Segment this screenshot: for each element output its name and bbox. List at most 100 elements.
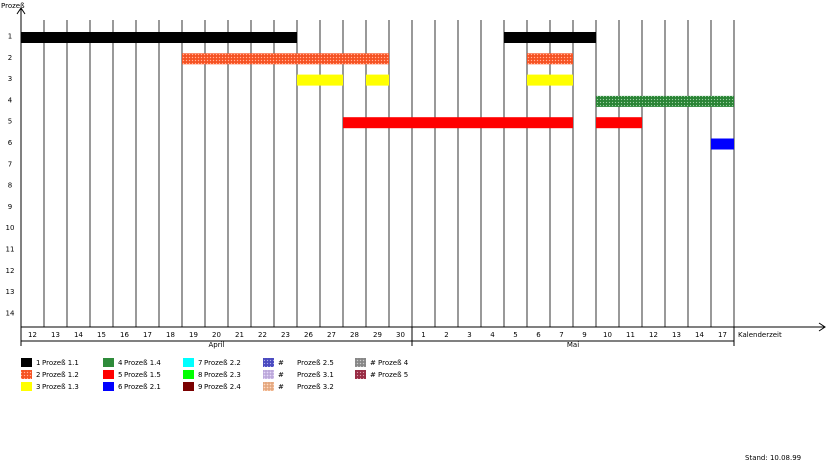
day-tick-label: 6 bbox=[536, 331, 541, 339]
legend-label: Prozeß 4 bbox=[378, 359, 409, 367]
day-tick-label: 26 bbox=[304, 331, 313, 339]
x-axis-label: Kalenderzeit bbox=[738, 331, 782, 339]
legend-label: Prozeß 1.4 bbox=[124, 359, 161, 367]
row-label: 13 bbox=[6, 288, 15, 296]
legend-number: # bbox=[278, 371, 284, 379]
row-label: 3 bbox=[8, 75, 12, 83]
legend-swatch bbox=[21, 370, 32, 379]
legend-label: Prozeß 2.5 bbox=[297, 359, 334, 367]
gantt-bar bbox=[297, 74, 343, 86]
y-axis-arrow bbox=[16, 7, 26, 15]
legend-number: 4 bbox=[118, 359, 123, 367]
gantt-bar bbox=[711, 138, 734, 150]
row-label: 5 bbox=[8, 118, 12, 126]
day-tick-label: 28 bbox=[350, 331, 359, 339]
day-tick-label: 16 bbox=[120, 331, 129, 339]
legend-label: Prozeß 3.1 bbox=[297, 371, 334, 379]
day-tick-label: 11 bbox=[626, 331, 635, 339]
day-tick-label: 19 bbox=[189, 331, 198, 339]
row-label: 14 bbox=[6, 309, 15, 317]
day-tick-label: 3 bbox=[467, 331, 471, 339]
legend-label: Prozeß 5 bbox=[378, 371, 408, 379]
day-tick-label: 12 bbox=[28, 331, 37, 339]
legend-swatch bbox=[183, 382, 194, 391]
legend-number: 7 bbox=[198, 359, 202, 367]
gantt-bar bbox=[21, 32, 297, 43]
gantt-bar bbox=[504, 32, 596, 43]
legend-number: # bbox=[370, 371, 376, 379]
legend-number: 6 bbox=[118, 383, 123, 391]
day-tick-label: 1 bbox=[421, 331, 425, 339]
gantt-bar bbox=[343, 117, 573, 129]
bar-layer bbox=[21, 32, 734, 150]
day-tick-label: 12 bbox=[649, 331, 658, 339]
day-tick-label: 29 bbox=[373, 331, 382, 339]
day-tick-label: 13 bbox=[51, 331, 60, 339]
legend-number: 2 bbox=[36, 371, 40, 379]
row-label: 9 bbox=[8, 203, 12, 211]
day-tick-label: 5 bbox=[513, 331, 517, 339]
legend-label: Prozeß 1.5 bbox=[124, 371, 161, 379]
legend-label: Prozeß 2.3 bbox=[204, 371, 241, 379]
stand-date: Stand: 10.08.99 bbox=[745, 454, 801, 462]
legend-layer: 1 Prozeß 1.12 Prozeß 1.23 Prozeß 1.34 Prozeß… bbox=[21, 358, 409, 391]
legend-swatch bbox=[103, 358, 114, 367]
row-label: 7 bbox=[8, 160, 12, 168]
row-label: 1 bbox=[8, 33, 12, 41]
day-tick-label: 2 bbox=[444, 331, 448, 339]
day-tick-label: 17 bbox=[718, 331, 727, 339]
legend-number: # bbox=[370, 359, 376, 367]
row-label: 4 bbox=[8, 96, 13, 104]
legend-swatch bbox=[21, 382, 32, 391]
day-tick-label: 7 bbox=[559, 331, 563, 339]
legend-label: Prozeß 3.2 bbox=[297, 383, 334, 391]
legend-number: 5 bbox=[118, 371, 122, 379]
gantt-bar bbox=[182, 53, 389, 65]
gantt-bar bbox=[366, 74, 389, 86]
day-tick-label: 20 bbox=[212, 331, 221, 339]
legend-swatch bbox=[263, 370, 274, 379]
legend-swatch bbox=[103, 382, 114, 391]
day-tick-label: 14 bbox=[74, 331, 83, 339]
legend-swatch bbox=[263, 382, 274, 391]
legend-label: Prozeß 2.2 bbox=[204, 359, 241, 367]
legend-swatch bbox=[21, 358, 32, 367]
gantt-bar bbox=[596, 117, 642, 129]
legend-number: # bbox=[278, 359, 284, 367]
day-tick-label: 14 bbox=[695, 331, 704, 339]
row-label: 6 bbox=[8, 139, 13, 147]
day-tick-label: 27 bbox=[327, 331, 336, 339]
legend-swatch bbox=[183, 358, 194, 367]
legend-swatch bbox=[103, 370, 114, 379]
legend-label: Prozeß 1.1 bbox=[42, 359, 79, 367]
day-tick-label: 30 bbox=[396, 331, 405, 339]
month-label: Mai bbox=[567, 341, 579, 349]
legend-number: 3 bbox=[36, 383, 40, 391]
row-label: 8 bbox=[8, 182, 12, 190]
legend-swatch bbox=[183, 370, 194, 379]
gantt-bar bbox=[596, 95, 734, 107]
gantt-bar bbox=[527, 74, 573, 86]
day-tick-label: 15 bbox=[97, 331, 106, 339]
x-axis-arrow bbox=[818, 322, 826, 332]
row-label: 12 bbox=[6, 267, 15, 275]
legend-swatch bbox=[263, 358, 274, 367]
legend-swatch bbox=[355, 370, 366, 379]
day-tick-label: 10 bbox=[603, 331, 612, 339]
legend-label: Prozeß 1.2 bbox=[42, 371, 79, 379]
day-tick-label: 22 bbox=[258, 331, 267, 339]
grid-layer bbox=[20, 20, 735, 327]
day-tick-label: 9 bbox=[582, 331, 586, 339]
legend-number: # bbox=[278, 383, 284, 391]
legend-label: Prozeß 2.4 bbox=[204, 383, 241, 391]
row-label: 2 bbox=[8, 54, 12, 62]
legend-number: 1 bbox=[36, 359, 40, 367]
month-label: April bbox=[209, 341, 225, 349]
day-tick-label: 17 bbox=[143, 331, 152, 339]
day-tick-label: 13 bbox=[672, 331, 681, 339]
legend-number: 9 bbox=[198, 383, 202, 391]
y-axis-label: Prozeß bbox=[1, 2, 25, 10]
